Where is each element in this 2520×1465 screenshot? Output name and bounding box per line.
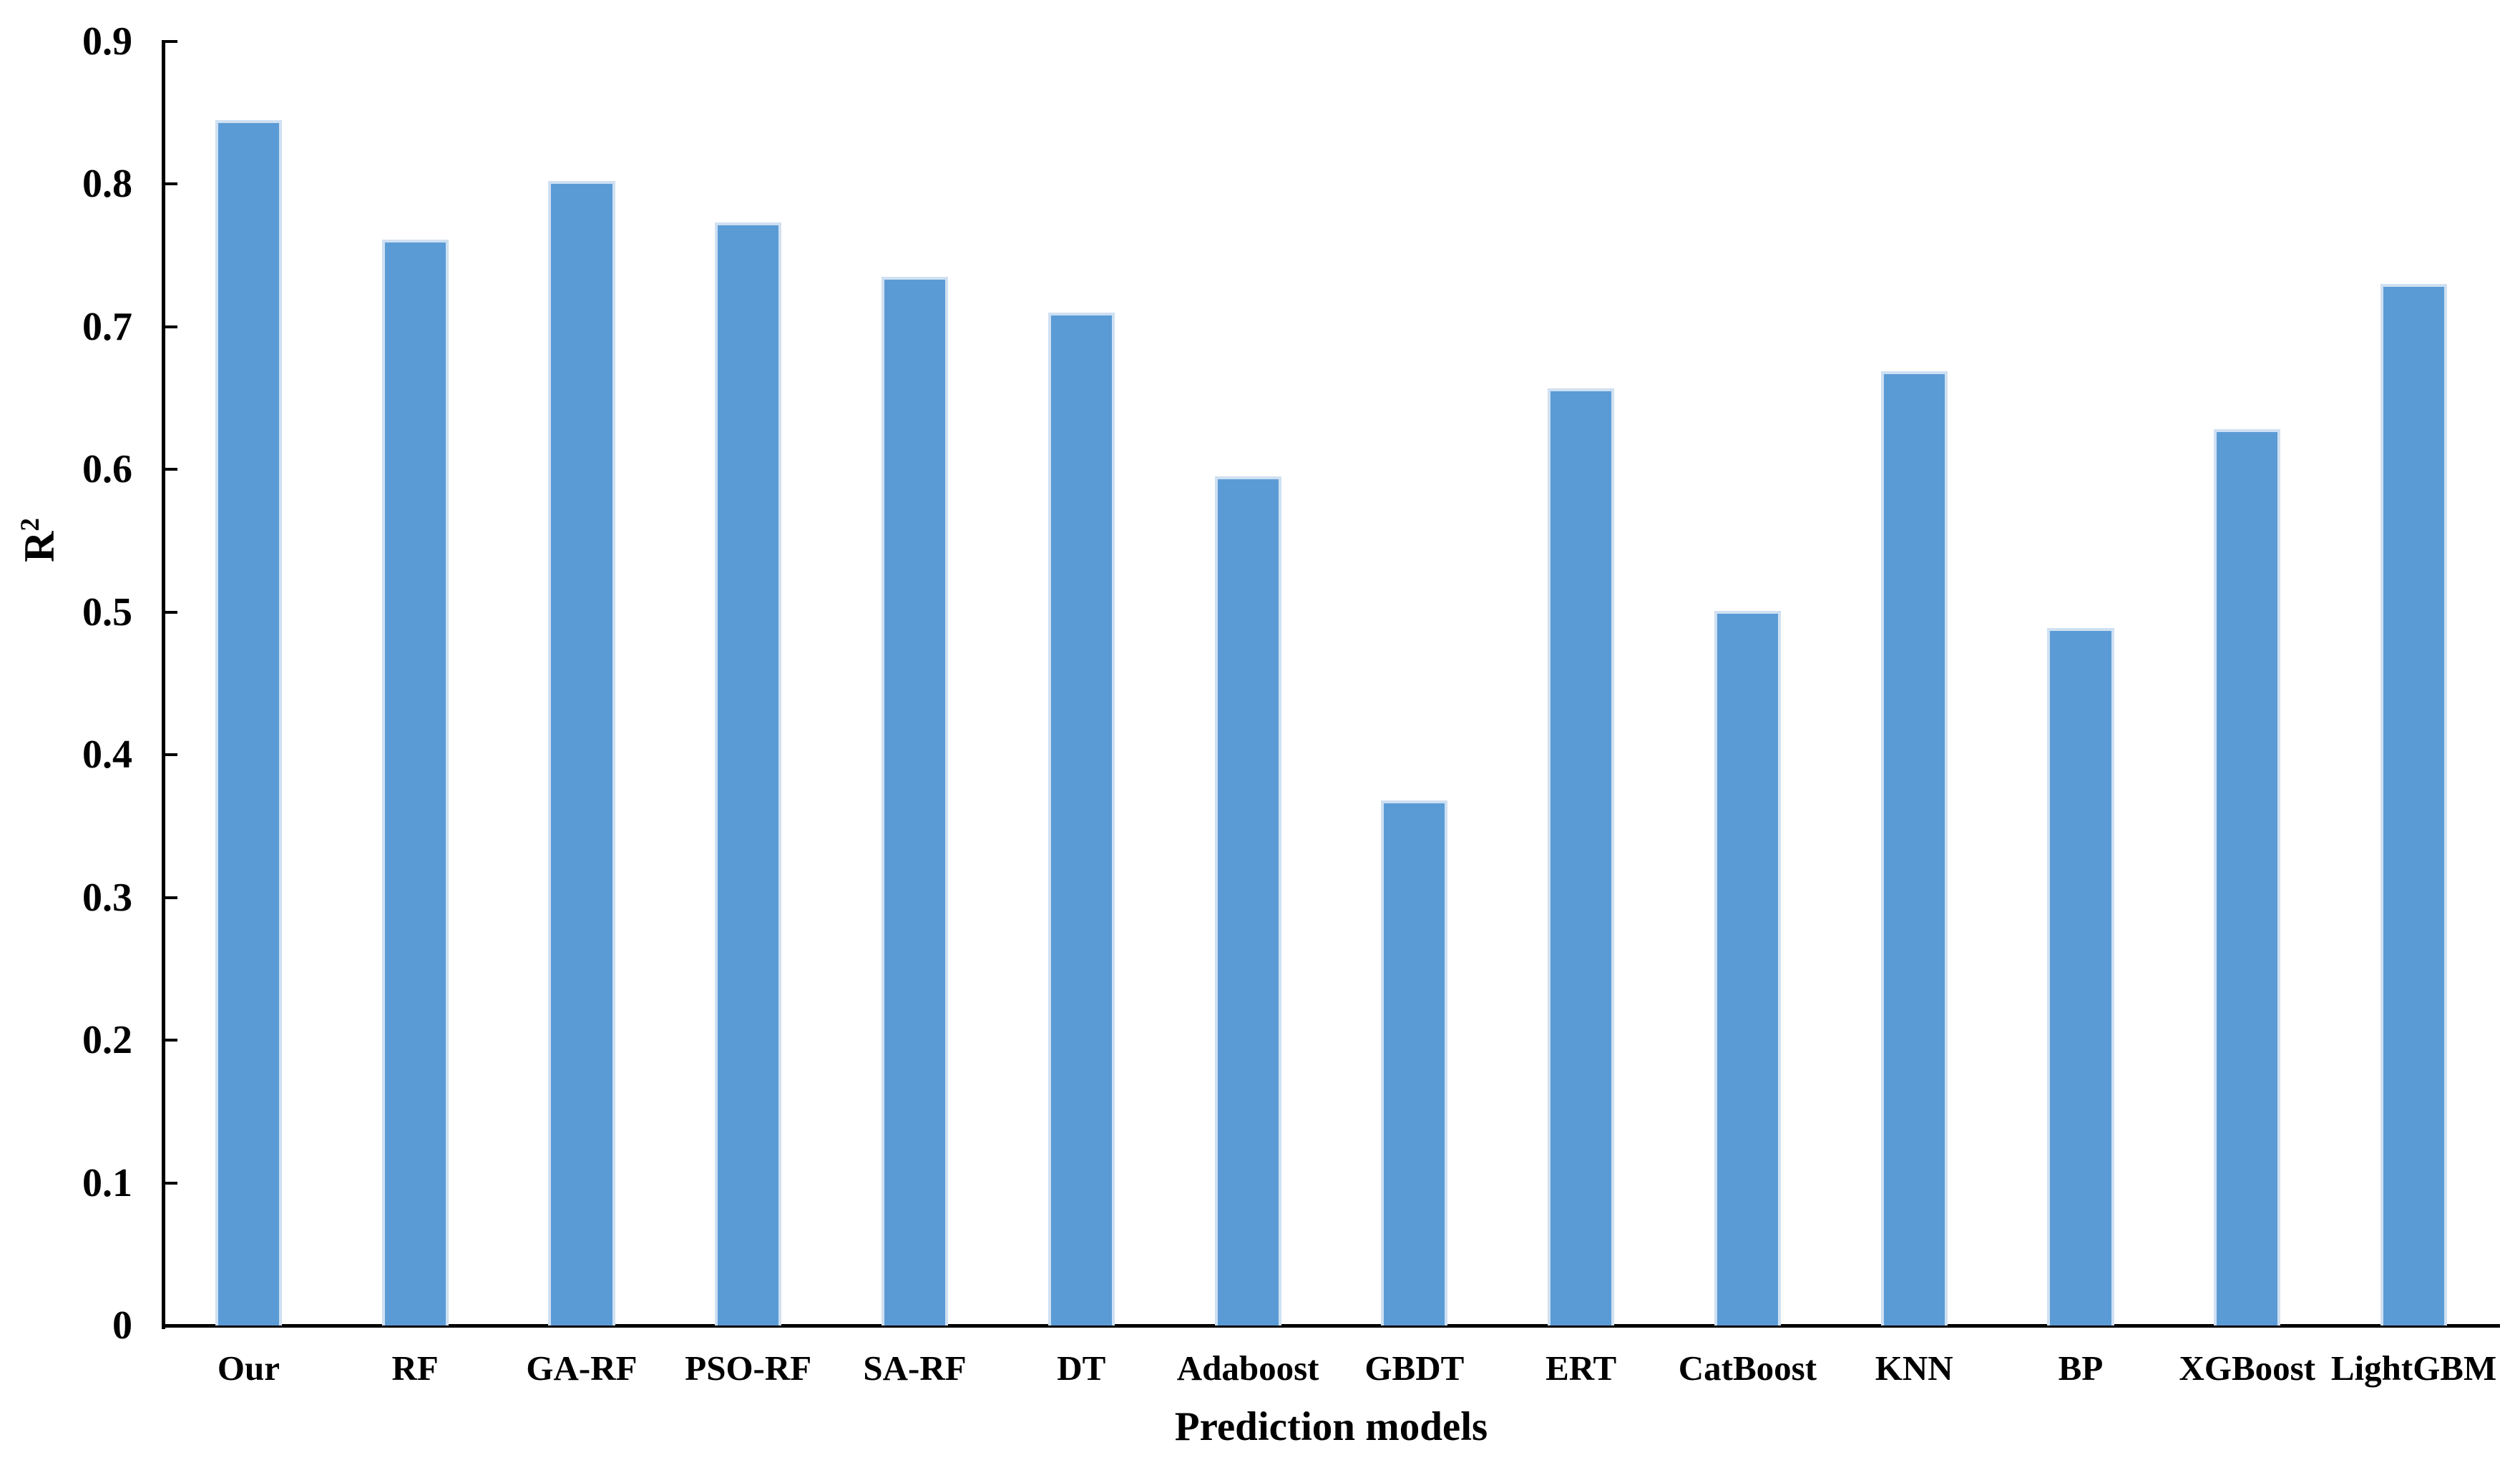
bar-slot: [1831, 41, 1998, 1326]
bar-CatBoost: [1714, 611, 1781, 1326]
x-axis-category-labels: Our RF GA-RF PSO-RF SA-RF DT Adaboost GBDT ERT Ca…: [165, 1348, 2497, 1388]
x-category-label: SA-RF: [863, 1348, 967, 1388]
y-tick-label: 0.1: [82, 1161, 132, 1205]
bar-SA-RF: [881, 277, 949, 1326]
bar-slot: [1664, 41, 1831, 1326]
bar-LightGBM: [2380, 284, 2448, 1326]
x-category-label: DT: [1057, 1348, 1106, 1388]
x-category-label: KNN: [1875, 1348, 1953, 1388]
x-category-label: PSO-RF: [685, 1348, 812, 1388]
x-category-label: RF: [391, 1348, 439, 1388]
y-tick-label: 0.8: [82, 162, 132, 206]
y-tick-mark: [165, 1182, 177, 1185]
y-axis-line: [162, 40, 165, 1329]
y-tick-mark: [165, 1039, 177, 1042]
bar-ERT: [1548, 388, 1615, 1326]
bar-slot: [831, 41, 998, 1326]
bar-slot: [165, 41, 332, 1326]
x-category-label: LightGBM: [2330, 1348, 2497, 1388]
bar-slot: [1998, 41, 2164, 1326]
y-tick-mark: [165, 468, 177, 471]
y-tick-mark: [165, 611, 177, 614]
x-category-label: GA-RF: [526, 1348, 638, 1388]
y-tick-mark: [165, 182, 177, 185]
x-axis-line: [162, 1324, 2500, 1328]
y-tick-label: 0: [112, 1303, 132, 1348]
y-axis-title: R2: [14, 397, 64, 683]
y-tick-label: 0.6: [82, 447, 132, 491]
x-category-label: BP: [2058, 1348, 2104, 1388]
y-tick-label: 0.9: [82, 19, 132, 64]
bar-GBDT: [1381, 800, 1448, 1326]
bar-slot: [1331, 41, 1498, 1326]
x-category-label: XGBoost: [2179, 1348, 2316, 1388]
bar-slot: [1165, 41, 1332, 1326]
bar-slot: [2330, 41, 2497, 1326]
y-tick-mark: [165, 40, 177, 43]
bar-BP: [2047, 628, 2114, 1326]
bar-KNN: [1880, 371, 1948, 1326]
x-category-label: Our: [217, 1348, 280, 1388]
x-category-label: Adaboost: [1176, 1348, 1319, 1388]
bar-slot: [2164, 41, 2330, 1326]
y-tick-mark: [165, 753, 177, 756]
bar-slot: [665, 41, 831, 1326]
y-tick-label: 0.3: [82, 876, 132, 920]
bar-slot: [332, 41, 499, 1326]
x-axis-title: Prediction models: [1174, 1404, 1488, 1449]
plot-area: [165, 41, 2497, 1326]
bar-PSO-RF: [715, 222, 782, 1326]
bar-Adaboost: [1214, 476, 1281, 1326]
y-tick-mark: [165, 896, 177, 899]
bar-DT: [1047, 313, 1115, 1326]
y-axis-title-text: R: [16, 531, 63, 562]
bar-slot: [499, 41, 665, 1326]
y-axis-title-superscript: 2: [16, 518, 45, 531]
y-tick-label: 0.4: [82, 732, 132, 777]
bar-XGBoost: [2214, 429, 2281, 1326]
x-category-label: GBDT: [1364, 1348, 1465, 1388]
bar-GA-RF: [548, 181, 615, 1326]
bar-RF: [381, 240, 449, 1326]
y-tick-label: 0.2: [82, 1018, 132, 1062]
x-category-label: CatBoost: [1678, 1348, 1817, 1388]
bar-Our: [215, 120, 282, 1326]
bar-slot: [998, 41, 1165, 1326]
y-tick-label: 0.7: [82, 305, 132, 349]
y-tick-mark: [165, 325, 177, 328]
y-tick-label: 0.5: [82, 590, 132, 634]
x-category-label: ERT: [1545, 1348, 1617, 1388]
bar-slot: [1498, 41, 1664, 1326]
